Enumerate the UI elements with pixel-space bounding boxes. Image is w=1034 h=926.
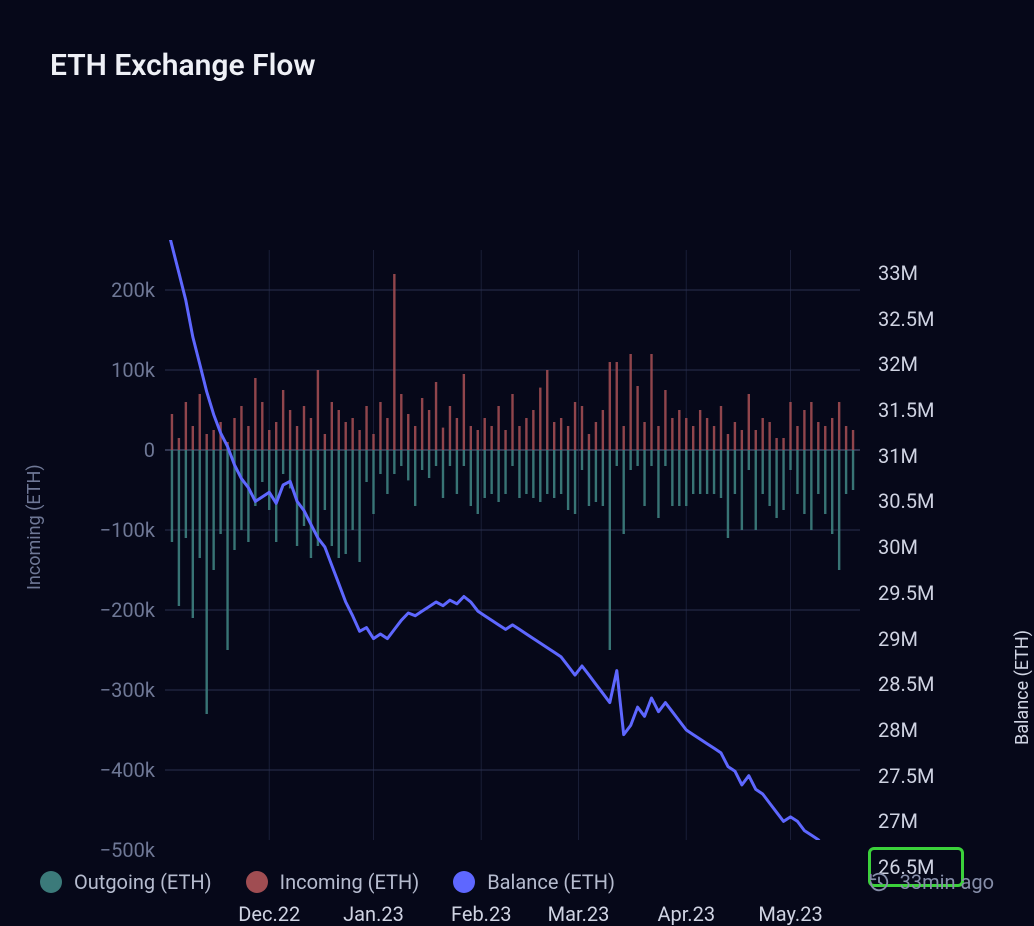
y-left-tick: 0	[75, 438, 155, 462]
legend-swatch-incoming	[246, 871, 268, 893]
right-axis-label: Balance (ETH)	[1012, 630, 1033, 745]
legend-swatch-balance	[453, 871, 475, 893]
y-left-tick: −100k	[75, 518, 155, 542]
y-right-tick: 27.5M	[878, 764, 934, 788]
history-icon	[868, 871, 890, 893]
y-right-tick: 31.5M	[878, 398, 934, 422]
y-right-tick: 32.5M	[878, 307, 934, 331]
x-tick: Jan.23	[343, 902, 404, 926]
y-right-tick: 28.5M	[878, 672, 934, 696]
x-tick: May.23	[758, 902, 822, 926]
y-left-tick: 200k	[75, 278, 155, 302]
y-left-tick: −500k	[75, 838, 155, 862]
x-tick: Apr.23	[657, 902, 715, 926]
updated-label: 33min ago	[900, 870, 994, 894]
y-right-tick: 32M	[878, 352, 918, 376]
legend-outgoing: Outgoing (ETH)	[40, 870, 212, 894]
y-left-tick: −300k	[75, 678, 155, 702]
legend-label-outgoing: Outgoing (ETH)	[74, 870, 212, 894]
y-left-tick: −200k	[75, 598, 155, 622]
legend-swatch-outgoing	[40, 871, 62, 893]
y-right-tick: 30.5M	[878, 489, 934, 513]
chart-title: ETH Exchange Flow	[50, 48, 316, 83]
x-tick: Mar.23	[548, 902, 610, 926]
last-updated: 33min ago	[868, 870, 994, 894]
y-right-tick: 29M	[878, 627, 918, 651]
legend-incoming: Incoming (ETH)	[246, 870, 420, 894]
y-right-tick: 30M	[878, 535, 918, 559]
x-tick: Dec.22	[238, 902, 300, 926]
chart-container: Incoming (ETH) Balance (ETH) 200k 100k 0 −1…	[0, 120, 1034, 820]
legend-balance: Balance (ETH)	[453, 870, 615, 894]
left-axis-label: Incoming (ETH)	[24, 464, 45, 590]
legend-label-balance: Balance (ETH)	[487, 870, 615, 894]
y-left-tick: 100k	[75, 358, 155, 382]
y-right-tick: 28M	[878, 718, 918, 742]
y-right-tick: 27M	[878, 809, 918, 833]
y-right-tick: 29.5M	[878, 581, 934, 605]
x-tick: Feb.23	[451, 902, 511, 926]
y-right-tick: 33M	[878, 261, 918, 285]
y-left-tick: −400k	[75, 758, 155, 782]
y-right-tick: 31M	[878, 444, 918, 468]
legend-label-incoming: Incoming (ETH)	[280, 870, 420, 894]
chart-legend: Outgoing (ETH) Incoming (ETH) Balance (E…	[40, 862, 994, 902]
